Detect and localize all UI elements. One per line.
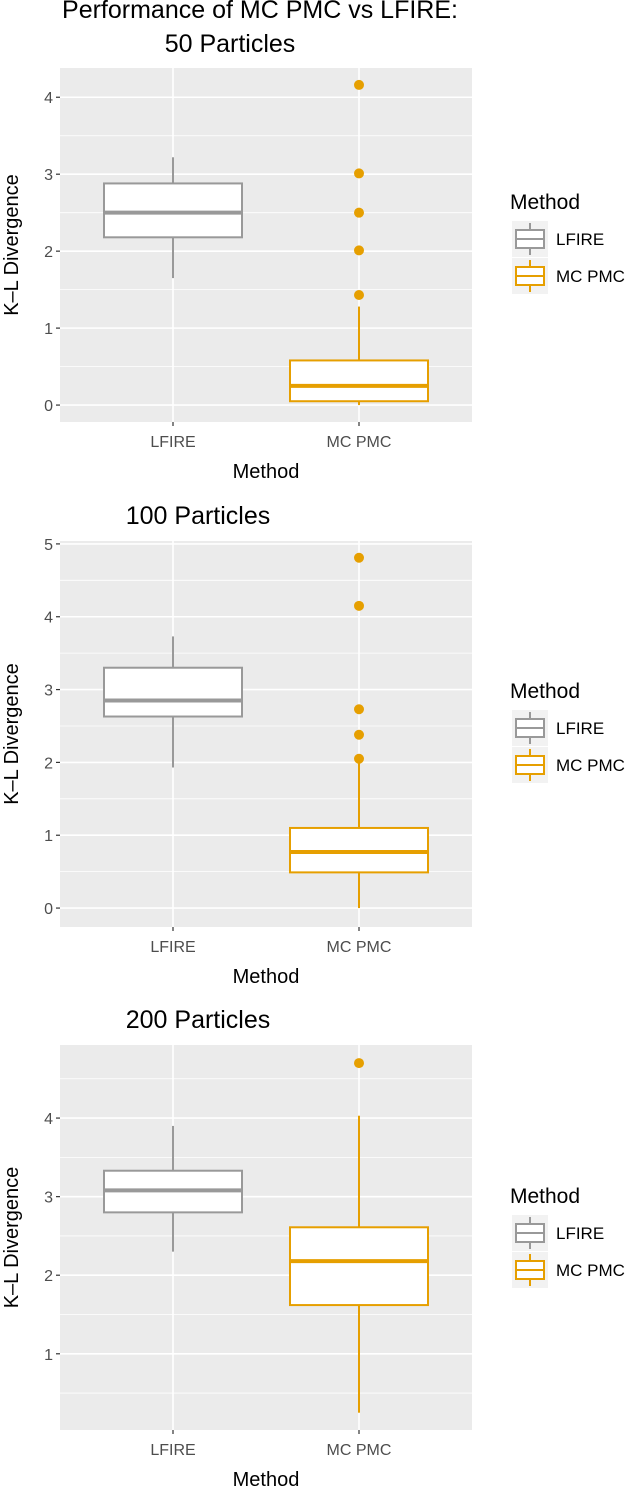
- legend-entry: LFIRE: [512, 1215, 604, 1251]
- outlier-point: [354, 245, 364, 256]
- chart-title: 50 Particles: [165, 30, 296, 58]
- x-tick-label: LFIRE: [150, 1442, 195, 1459]
- chart-title: 100 Particles: [126, 502, 271, 530]
- x-tick-label: MC PMC: [327, 434, 392, 451]
- outlier-point: [354, 753, 364, 764]
- x-axis-label: Method: [233, 461, 300, 483]
- outlier-point: [354, 79, 364, 90]
- y-tick-label: 3: [44, 683, 53, 700]
- chart-title: Performance of MC PMC vs LFIRE:: [62, 0, 458, 24]
- legend-label: MC PMC: [556, 267, 625, 286]
- iqr-box: [103, 666, 243, 718]
- box-lfire: [103, 157, 243, 279]
- iqr-box: [103, 182, 243, 239]
- y-tick-label: 1: [44, 321, 53, 338]
- legend-title: Method: [510, 680, 580, 703]
- outlier-point: [354, 290, 364, 301]
- legend-title: Method: [510, 1185, 580, 1208]
- y-tick-label: 0: [44, 901, 53, 918]
- y-axis-label: K–L Divergence: [1, 1167, 23, 1309]
- outlier-point: [354, 1058, 364, 1069]
- iqr-box: [289, 359, 429, 403]
- outlier-point: [354, 168, 364, 179]
- x-tick-label: LFIRE: [150, 939, 195, 956]
- legend-title: Method: [510, 191, 580, 214]
- legend: Method LFIRE MC PMC: [510, 191, 625, 294]
- panel-1: Performance of MC PMC vs LFIRE: 50 Partic…: [1, 0, 625, 483]
- y-tick-label: 2: [44, 755, 53, 772]
- box-mc-pmc: [289, 79, 429, 406]
- y-tick-label: 4: [44, 90, 53, 107]
- y-axis-label: K–L Divergence: [1, 174, 23, 316]
- y-tick-label: 0: [44, 398, 53, 415]
- legend-label: LFIRE: [556, 230, 604, 249]
- x-tick-label: LFIRE: [150, 434, 195, 451]
- legend-label: MC PMC: [556, 756, 625, 775]
- box-mc-pmc: [289, 1058, 429, 1413]
- box-lfire: [103, 636, 243, 768]
- y-tick-label: 1: [44, 1347, 53, 1364]
- y-tick-label: 2: [44, 244, 53, 261]
- legend-entry: MC PMC: [512, 258, 625, 294]
- x-axis-label: Method: [233, 1469, 300, 1487]
- y-tick-label: 3: [44, 167, 53, 184]
- y-tick-label: 1: [44, 828, 53, 845]
- y-tick-label: 2: [44, 1268, 53, 1285]
- legend-label: LFIRE: [556, 1224, 604, 1243]
- y-tick-label: 4: [44, 1111, 53, 1128]
- y-tick-label: 5: [44, 537, 53, 554]
- legend-entry: MC PMC: [512, 747, 625, 783]
- outlier-point: [354, 552, 364, 563]
- y-tick-label: 4: [44, 610, 53, 627]
- x-tick-label: MC PMC: [327, 939, 392, 956]
- panel-3: 200 Particles 1 2 3 4 LFIRE MC PMC Method K–L Di…: [1, 1006, 625, 1487]
- x-tick-label: MC PMC: [327, 1442, 392, 1459]
- legend: Method LFIRE MC PMC: [510, 1185, 625, 1288]
- legend-entry: MC PMC: [512, 1252, 625, 1288]
- legend-entry: LFIRE: [512, 221, 604, 257]
- outlier-point: [354, 704, 364, 715]
- legend-entry: LFIRE: [512, 710, 604, 746]
- legend-label: LFIRE: [556, 719, 604, 738]
- box-mc-pmc: [289, 552, 429, 909]
- panel-2: 100 Particles 0 1 2 3 4 5 LFIRE MC PMC Method K–L …: [1, 502, 625, 988]
- box-lfire: [103, 1125, 243, 1252]
- outlier-point: [354, 600, 364, 611]
- y-axis-label: K–L Divergence: [1, 663, 23, 805]
- outlier-point: [354, 207, 364, 218]
- iqr-box: [289, 1226, 429, 1307]
- legend-label: MC PMC: [556, 1261, 625, 1280]
- outlier-point: [354, 729, 364, 740]
- y-tick-label: 3: [44, 1190, 53, 1207]
- chart-title: 200 Particles: [126, 1006, 271, 1034]
- legend: Method LFIRE MC PMC: [510, 680, 625, 783]
- x-axis-label: Method: [233, 966, 300, 988]
